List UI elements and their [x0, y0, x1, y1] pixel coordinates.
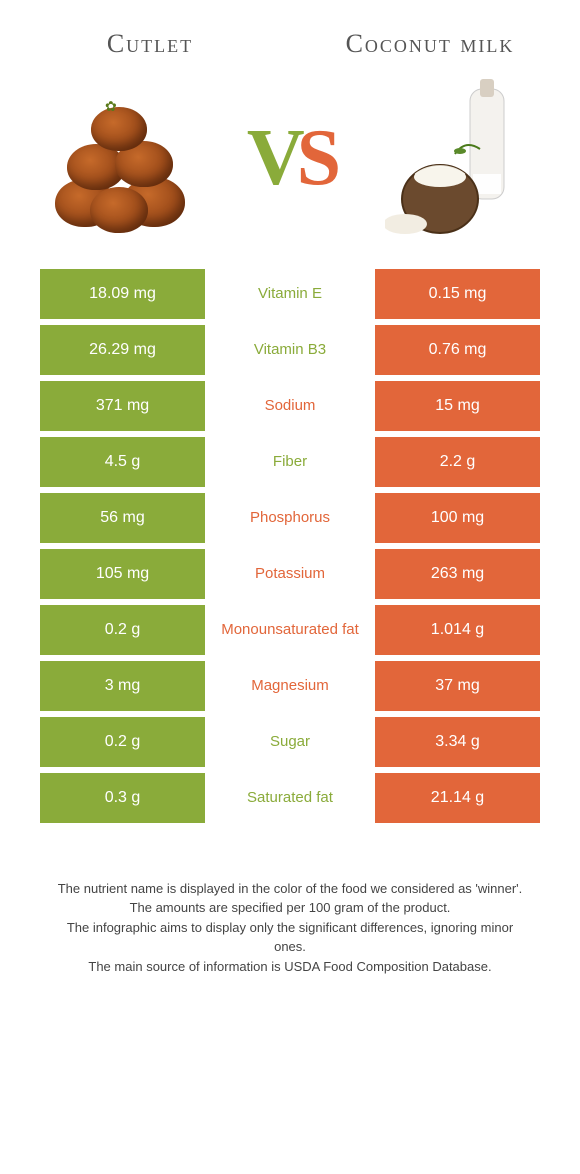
nutrient-label: Phosphorus — [205, 493, 375, 543]
table-row: 3 mgMagnesium37 mg — [40, 661, 540, 711]
nutrient-label: Vitamin B3 — [205, 325, 375, 375]
footer-line-1: The nutrient name is displayed in the co… — [50, 879, 530, 899]
table-row: 105 mgPotassium263 mg — [40, 549, 540, 599]
footer-notes: The nutrient name is displayed in the co… — [0, 829, 580, 977]
nutrient-label: Potassium — [205, 549, 375, 599]
value-left: 0.2 g — [40, 717, 205, 767]
value-left: 26.29 mg — [40, 325, 205, 375]
value-right: 3.34 g — [375, 717, 540, 767]
value-right: 100 mg — [375, 493, 540, 543]
footer-line-4: The main source of information is USDA F… — [50, 957, 530, 977]
value-right: 1.014 g — [375, 605, 540, 655]
images-row: ✿ VS — [0, 69, 580, 269]
title-right: Coconut milk — [330, 30, 530, 59]
nutrient-label: Magnesium — [205, 661, 375, 711]
value-left: 18.09 mg — [40, 269, 205, 319]
footer-line-3: The infographic aims to display only the… — [50, 918, 530, 957]
nutrient-label: Sugar — [205, 717, 375, 767]
value-right: 0.15 mg — [375, 269, 540, 319]
table-row: 56 mgPhosphorus100 mg — [40, 493, 540, 543]
value-right: 263 mg — [375, 549, 540, 599]
value-right: 0.76 mg — [375, 325, 540, 375]
vs-s: S — [297, 114, 334, 202]
title-left: Cutlet — [50, 30, 250, 59]
value-left: 4.5 g — [40, 437, 205, 487]
table-row: 0.2 gMonounsaturated fat1.014 g — [40, 605, 540, 655]
value-right: 15 mg — [375, 381, 540, 431]
table-row: 0.2 gSugar3.34 g — [40, 717, 540, 767]
value-left: 371 mg — [40, 381, 205, 431]
cutlet-image: ✿ — [40, 79, 200, 239]
nutrient-label: Saturated fat — [205, 773, 375, 823]
value-left: 3 mg — [40, 661, 205, 711]
value-left: 56 mg — [40, 493, 205, 543]
value-right: 21.14 g — [375, 773, 540, 823]
nutrient-label: Sodium — [205, 381, 375, 431]
table-row: 371 mgSodium15 mg — [40, 381, 540, 431]
vs-label: VS — [247, 113, 333, 204]
value-left: 105 mg — [40, 549, 205, 599]
value-left: 0.3 g — [40, 773, 205, 823]
table-row: 4.5 gFiber2.2 g — [40, 437, 540, 487]
header: Cutlet Coconut milk — [0, 0, 580, 69]
vs-v: V — [247, 114, 297, 202]
table-row: 18.09 mgVitamin E0.15 mg — [40, 269, 540, 319]
comparison-table: 18.09 mgVitamin E0.15 mg 26.29 mgVitamin … — [0, 269, 580, 823]
nutrient-label: Vitamin E — [205, 269, 375, 319]
footer-line-2: The amounts are specified per 100 gram o… — [50, 898, 530, 918]
table-row: 0.3 gSaturated fat21.14 g — [40, 773, 540, 823]
value-right: 2.2 g — [375, 437, 540, 487]
nutrient-label: Monounsaturated fat — [205, 605, 375, 655]
value-left: 0.2 g — [40, 605, 205, 655]
nutrient-label: Fiber — [205, 437, 375, 487]
value-right: 37 mg — [375, 661, 540, 711]
coconut-milk-image — [380, 79, 540, 239]
table-row: 26.29 mgVitamin B30.76 mg — [40, 325, 540, 375]
